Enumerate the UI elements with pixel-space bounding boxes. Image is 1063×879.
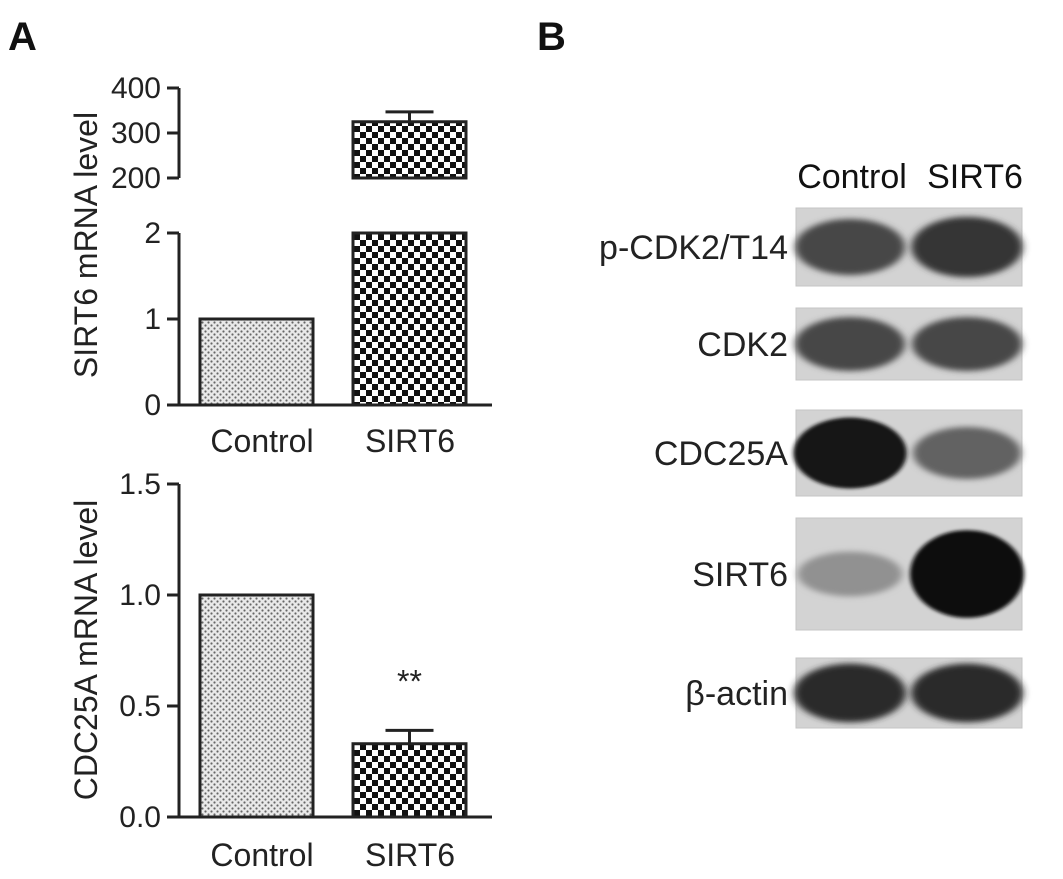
blot-row-label: CDC25A [654,435,788,473]
blot-band [793,417,907,489]
blot-band [795,218,905,276]
blot-row-label: p-CDK2/T14 [599,229,788,267]
chart1-category-control: Control [210,423,313,459]
chart1-upper-tick-label: 400 [111,72,161,105]
chart2-tick-label: 0.5 [119,690,161,723]
blot-row: β-actin [685,657,1023,729]
chart2-category-control: Control [210,837,313,873]
chart1-upper-ticks: 200 300 400 [111,72,179,195]
chart2-significance-sirt6: ** [397,663,422,699]
panel-label-a: A [8,15,37,59]
panel-label-b: B [537,15,566,59]
chart1-lower-tick-label: 1 [144,303,161,336]
blot-row-label: SIRT6 [692,556,788,594]
chart1-lower-tick-label: 2 [144,217,161,250]
chart1-bar-sirt6-lower [351,231,468,407]
chart-sirt6-mrna: SIRT6 mRNA level 200 300 400 0 1 2 Control S… [68,72,492,459]
chart2-bar-sirt6 [351,742,468,819]
chart1-lower-ticks: 0 1 2 [144,217,179,422]
chart-cdc25a-mrna: CDC25A mRNA level 0.0 0.5 1.0 1.5 ** Contro… [68,468,492,873]
chart1-errorbar-sirt6 [385,110,434,122]
chart2-tick-label: 1.5 [119,468,161,501]
chart2-category-sirt6: SIRT6 [365,837,455,873]
chart1-category-sirt6: SIRT6 [365,423,455,459]
blot-column-control: Control [797,158,907,196]
chart1-bar-sirt6-upper [351,120,468,180]
blot-column-sirt6: SIRT6 [927,158,1023,196]
chart2-errorbar-sirt6 [385,728,434,744]
western-blot: Control SIRT6 p-CDK2/T14 CDK2 CDC25A SIRT6 β… [599,158,1024,729]
blot-row: CDC25A [654,409,1023,497]
chart2-ticks: 0.0 0.5 1.0 1.5 [119,468,179,834]
chart2-tick-label: 0.0 [119,801,161,834]
chart2-tick-label: 1.0 [119,579,161,612]
blot-band [794,663,906,723]
blot-band [795,317,905,371]
blot-row: SIRT6 [692,517,1024,631]
blot-band [797,551,903,597]
chart1-lower-tick-label: 0 [144,389,161,422]
blot-row: CDK2 [697,307,1023,381]
blot-band [911,663,1023,723]
blot-row: p-CDK2/T14 [599,207,1023,287]
blot-row-label: β-actin [685,675,788,713]
chart1-y-axis-title: SIRT6 mRNA level [68,112,104,378]
blot-band [911,216,1023,278]
chart1-upper-tick-label: 300 [111,117,161,150]
blot-row-label: CDK2 [697,326,788,364]
blot-band [913,426,1021,480]
chart1-bar-control [198,317,315,407]
chart2-bar-control [198,593,315,819]
blot-band [912,317,1022,371]
blot-band [910,530,1024,618]
chart1-upper-tick-label: 200 [111,162,161,195]
chart2-y-axis-title: CDC25A mRNA level [68,500,104,801]
